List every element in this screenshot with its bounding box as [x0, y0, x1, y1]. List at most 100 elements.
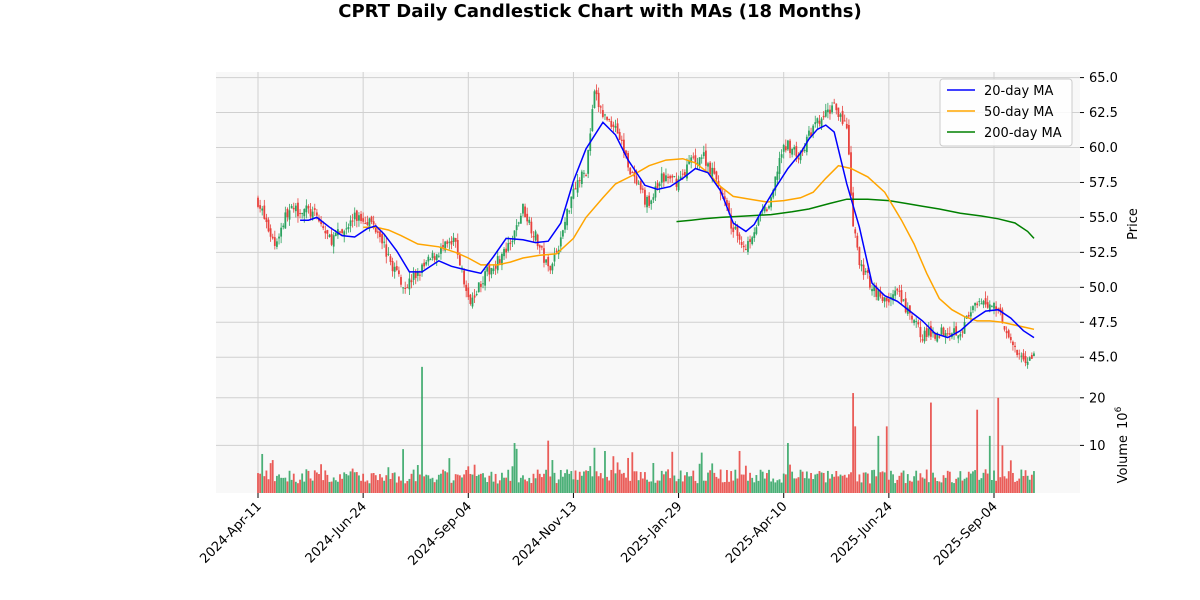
- volume-bar: [662, 474, 665, 493]
- candle-body: [564, 221, 566, 230]
- candle-body: [315, 212, 318, 216]
- candle-body: [862, 264, 865, 276]
- volume-bar: [299, 479, 301, 493]
- volume-bar: [589, 466, 592, 493]
- volume-bar: [925, 469, 928, 493]
- candle-body: [610, 120, 613, 127]
- candle-body: [799, 151, 802, 161]
- volume-bar: [850, 472, 852, 493]
- candle-body: [595, 90, 598, 95]
- volume-bar: [288, 470, 291, 493]
- volume-bar: [627, 457, 630, 493]
- candle-body: [845, 123, 848, 129]
- volume-bar: [503, 477, 505, 493]
- volume-bar: [341, 478, 344, 493]
- volume-bar: [976, 409, 979, 493]
- volume-bar: [622, 472, 625, 493]
- candle-body: [297, 202, 299, 217]
- volume-bar: [765, 473, 768, 493]
- volume-bar: [263, 476, 266, 493]
- volume-tick-label: 10: [1089, 439, 1106, 454]
- volume-bar: [667, 469, 669, 493]
- candle-body: [444, 241, 447, 251]
- candle-body: [875, 285, 878, 297]
- candle-body: [368, 218, 371, 228]
- volume-bar: [948, 471, 951, 493]
- volume-bar: [454, 474, 457, 493]
- volume-bar: [826, 470, 829, 493]
- volume-bar: [982, 472, 985, 493]
- candle-body: [566, 208, 569, 226]
- candle-body: [820, 118, 823, 127]
- volume-bar: [332, 477, 335, 493]
- volume-bar: [273, 481, 276, 493]
- volume-bar: [839, 474, 842, 493]
- grid-lines: [216, 72, 1080, 493]
- candle-body: [341, 229, 344, 234]
- candle-body: [660, 173, 663, 183]
- volume-bar: [799, 469, 802, 493]
- candle-body: [547, 257, 550, 267]
- candle-body: [698, 157, 701, 166]
- candle-body: [528, 219, 531, 223]
- candle-body: [372, 221, 375, 225]
- volume-bar: [414, 481, 417, 493]
- candle-body: [379, 231, 381, 238]
- candle-body: [538, 245, 541, 248]
- volume-bar: [753, 482, 756, 493]
- volume-bar: [631, 452, 634, 493]
- candle-body: [942, 327, 945, 336]
- candle-body: [740, 241, 743, 245]
- candle-body: [421, 264, 423, 273]
- volume-bar: [768, 469, 770, 493]
- candle-body: [555, 250, 558, 252]
- volume-tick-label: 20: [1089, 391, 1106, 406]
- candle-body: [330, 234, 333, 245]
- candle-body: [995, 306, 998, 310]
- volume-bar: [900, 472, 903, 493]
- volume-bar: [923, 478, 926, 493]
- volume-bar: [751, 477, 754, 493]
- candle-body: [578, 180, 581, 182]
- volume-bar: [883, 472, 886, 493]
- volume-bar: [311, 480, 314, 493]
- volume-bar: [711, 463, 714, 493]
- candle-body: [1005, 331, 1008, 334]
- candle-body: [303, 209, 306, 217]
- candle-body: [957, 335, 960, 339]
- price-panel-bg: [216, 72, 1080, 374]
- candle-body: [339, 231, 341, 233]
- ma50-line: [363, 157, 1035, 331]
- volume-bar: [927, 482, 930, 493]
- volume-bar: [364, 481, 367, 493]
- volume-bar: [606, 476, 608, 493]
- volume-bar: [620, 473, 623, 493]
- volume-bar: [494, 473, 497, 493]
- price-tick-label: 65.0: [1089, 71, 1118, 86]
- candle-body: [688, 161, 690, 164]
- candle-body: [768, 206, 770, 209]
- volume-bar: [963, 478, 966, 493]
- candle-body: [681, 173, 684, 175]
- candle-body: [389, 256, 392, 262]
- volume-bar: [381, 477, 383, 493]
- volume-bar: [549, 476, 552, 493]
- candle-body: [869, 275, 871, 288]
- candle-body: [427, 256, 430, 262]
- ma20-line: [300, 121, 1035, 339]
- legend-box: [939, 78, 1073, 147]
- candle-body: [709, 162, 712, 175]
- volume-bar: [534, 478, 537, 493]
- volume-bar: [820, 472, 823, 493]
- volume-bar: [610, 469, 613, 493]
- volume-bar: [408, 478, 411, 493]
- volume-bar: [349, 471, 352, 493]
- candle-body: [980, 303, 983, 305]
- candle-body: [435, 254, 438, 261]
- candle-body: [387, 253, 390, 255]
- price-tick-label: 50.0: [1089, 281, 1118, 296]
- candle-body: [730, 214, 733, 229]
- volume-bar: [572, 479, 575, 493]
- candle-body: [879, 291, 882, 297]
- candle-body: [927, 328, 930, 336]
